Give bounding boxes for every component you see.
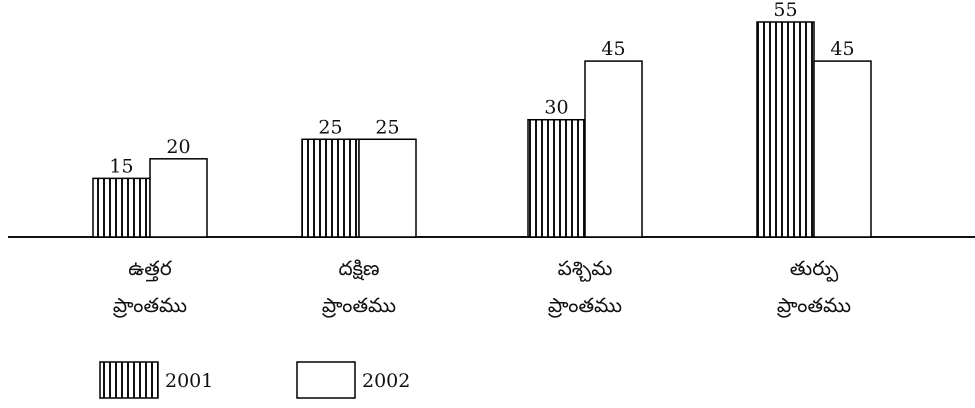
x-tick-label: ప్రాంతము: [547, 293, 622, 318]
value-label: 45: [601, 38, 625, 60]
legend-swatch: [296, 361, 356, 399]
bar: [813, 60, 872, 238]
bar: [527, 118, 586, 238]
x-tick-label: ఉత్తర: [128, 256, 172, 282]
value-label: 30: [544, 97, 568, 119]
bar: [301, 138, 360, 238]
x-tick-label: ప్రాంతము: [321, 293, 396, 318]
x-tick-label: ప్రాంతము: [112, 293, 187, 318]
bar: [584, 60, 643, 238]
value-label: 15: [109, 155, 133, 177]
value-label: 55: [773, 0, 797, 21]
value-label: 45: [830, 38, 854, 60]
bar: [756, 21, 815, 238]
legend-label: 2001: [165, 370, 213, 392]
x-tick-label: తుర్పు: [790, 256, 839, 282]
bar: [149, 158, 208, 238]
bar: [92, 177, 151, 238]
value-label: 25: [375, 116, 399, 138]
value-label: 25: [318, 116, 342, 138]
value-label: 20: [166, 136, 190, 158]
x-tick-label: ప్రాంతము: [776, 293, 851, 318]
x-tick-label: దక్షిణ: [338, 256, 379, 281]
legend-swatch: [99, 361, 159, 399]
x-tick-label: పశ్చిమ: [558, 256, 613, 282]
bar: [358, 138, 417, 238]
legend-label: 2002: [362, 370, 410, 392]
